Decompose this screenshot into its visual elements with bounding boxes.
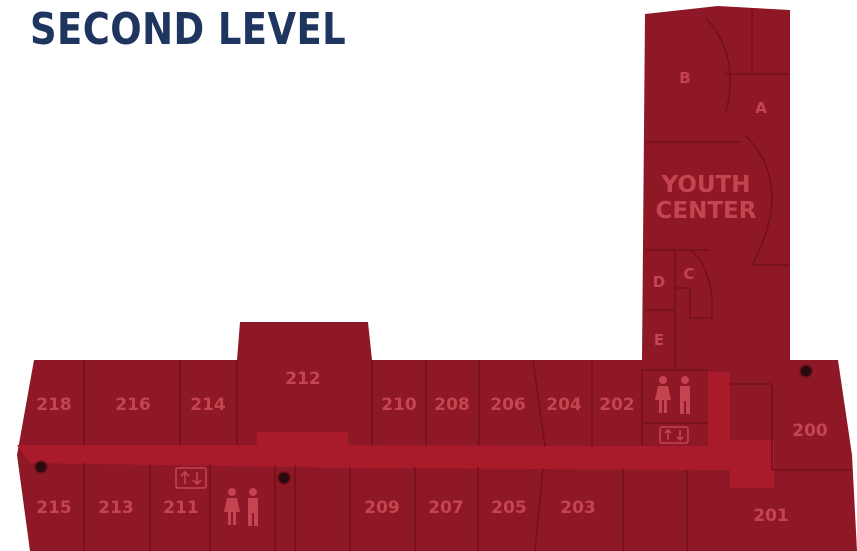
room-e-label: E (654, 331, 664, 349)
elevator-icon (659, 426, 689, 444)
restroom-icon (655, 376, 690, 414)
room-213-label: 213 (98, 498, 134, 518)
exit-marker-icon (34, 364, 813, 485)
elevator-icon (175, 467, 207, 489)
room-206-label: 206 (490, 395, 526, 415)
room-218-label: 218 (36, 395, 72, 415)
room-210-label: 210 (381, 395, 417, 415)
room-201-label: 201 (753, 506, 789, 526)
room-216-label: 216 (115, 395, 151, 415)
room-c-label: C (683, 265, 694, 283)
room-207-label: 207 (428, 498, 464, 518)
corridor (17, 372, 774, 488)
room-203-label: 203 (560, 498, 596, 518)
room-walls (83, 10, 852, 551)
room-212-label: 212 (285, 369, 321, 389)
room-211-label: 211 (163, 498, 199, 518)
room-215-label: 215 (36, 498, 72, 518)
room-200-label: 200 (792, 421, 828, 441)
room-204-label: 204 (546, 395, 582, 415)
room-205-label: 205 (491, 498, 527, 518)
youth-center-label: YOUTH (660, 172, 750, 198)
room-214-label: 214 (190, 395, 226, 415)
youth-center-label: CENTER (656, 198, 757, 224)
room-a-label: A (755, 99, 767, 117)
room-b-label: B (679, 69, 690, 87)
page-title: SECOND LEVEL (30, 4, 347, 55)
room-labels: 218 216 214 212 210 208 206 204 202 200 … (36, 69, 828, 526)
room-208-label: 208 (434, 395, 470, 415)
room-209-label: 209 (364, 498, 400, 518)
restroom-icon (224, 488, 258, 526)
room-d-label: D (653, 273, 665, 291)
room-202-label: 202 (599, 395, 635, 415)
